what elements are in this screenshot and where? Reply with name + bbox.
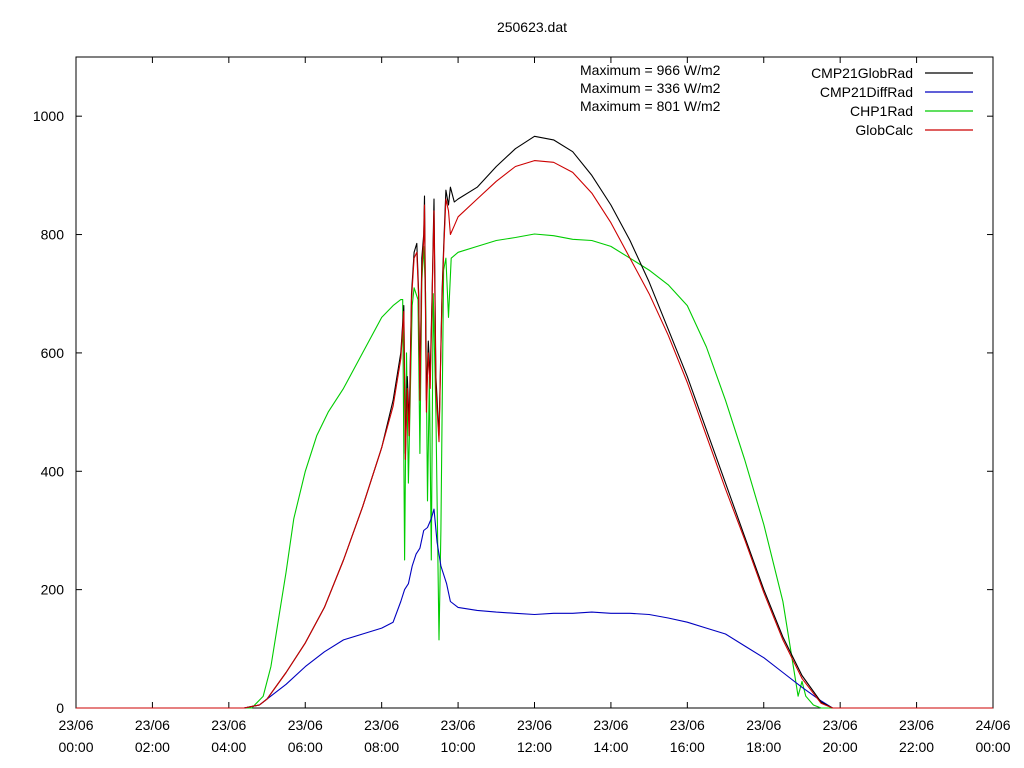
x-tick-label-date: 23/06 [823,717,858,733]
x-tick-label-date: 23/06 [517,717,552,733]
x-tick-label-time: 16:00 [670,739,705,755]
x-tick-label-time: 00:00 [58,739,93,755]
annotation-maximum: Maximum = 966 W/m2 [580,62,721,78]
y-tick-label: 800 [41,227,65,243]
x-tick-label-date: 23/06 [135,717,170,733]
x-tick-label-time: 06:00 [288,739,323,755]
x-tick-label-date: 23/06 [288,717,323,733]
series-line-globcalc [76,160,993,709]
x-tick-label-date: 23/06 [364,717,399,733]
y-tick-label: 200 [41,582,65,598]
legend-label-cmp21globrad: CMP21GlobRad [811,65,913,81]
x-tick-label-time: 14:00 [593,739,628,755]
annotation-maximum: Maximum = 336 W/m2 [580,80,721,96]
x-tick-label-date: 23/06 [670,717,705,733]
x-tick-label-date: 23/06 [211,717,246,733]
y-tick-label: 400 [41,463,65,479]
chart-title: 250623.dat [497,19,567,35]
plot-frame [75,56,994,709]
x-tick-label-time: 20:00 [823,739,858,755]
y-tick-label: 0 [56,700,64,716]
legend-label-globcalc: GlobCalc [855,122,913,138]
series-line-cmp21diffrad [76,508,993,709]
annotation-maximum: Maximum = 801 W/m2 [580,98,721,114]
series-line-chp1rad [76,233,993,709]
x-tick-label-date: 23/06 [58,717,93,733]
series-line-cmp21globrad [76,135,993,709]
x-tick-label-time: 10:00 [441,739,476,755]
x-tick-label-date: 23/06 [441,717,476,733]
x-tick-label-time: 02:00 [135,739,170,755]
x-tick-label-date: 23/06 [746,717,781,733]
x-tick-label-date: 24/06 [975,717,1010,733]
x-tick-label-date: 23/06 [593,717,628,733]
x-tick-label-time: 22:00 [899,739,934,755]
x-tick-label-time: 12:00 [517,739,552,755]
legend-label-cmp21diffrad: CMP21DiffRad [820,84,913,100]
legend-label-chp1rad: CHP1Rad [850,103,913,119]
x-tick-label-time: 18:00 [746,739,781,755]
x-tick-label-time: 00:00 [975,739,1010,755]
x-tick-label-time: 08:00 [364,739,399,755]
x-tick-label-date: 23/06 [899,717,934,733]
y-tick-label: 1000 [33,108,64,124]
y-tick-label: 600 [41,345,65,361]
x-tick-label-time: 04:00 [211,739,246,755]
